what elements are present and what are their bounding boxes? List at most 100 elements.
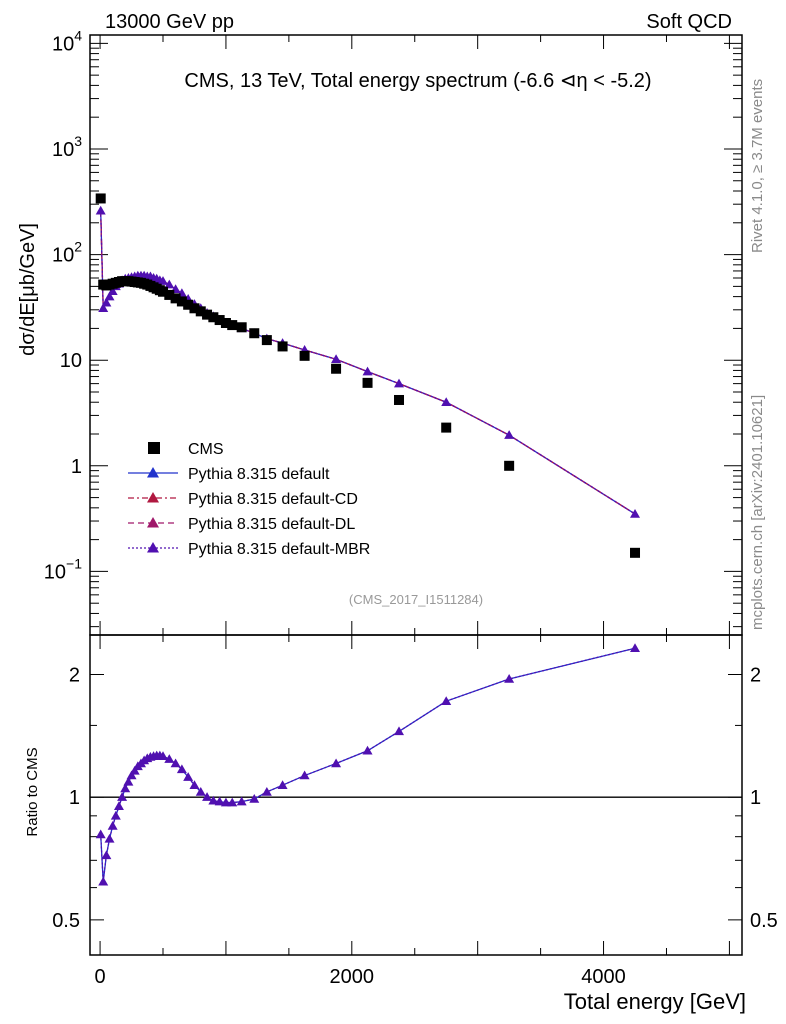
mc-line-3 bbox=[100, 210, 636, 515]
mc-marker bbox=[95, 205, 106, 215]
ratio-marker bbox=[129, 765, 140, 775]
mc-marker bbox=[101, 297, 112, 307]
ratio-marker bbox=[261, 786, 272, 796]
ratio-marker bbox=[183, 772, 194, 781]
cms-data-point bbox=[277, 341, 288, 352]
ratio-marker bbox=[176, 764, 187, 774]
legend-marker bbox=[147, 517, 159, 528]
mc-marker bbox=[104, 291, 115, 301]
cms-data-point bbox=[441, 422, 452, 433]
mc-line-1 bbox=[100, 210, 636, 515]
cms-data-point bbox=[95, 193, 106, 204]
mcplots-label: mcplots.cern.ch [arXiv:2401.10621] bbox=[749, 395, 766, 630]
cms-data-point bbox=[504, 460, 515, 471]
ratio-marker bbox=[362, 745, 373, 755]
ratio-panel-frame bbox=[89, 634, 743, 956]
ratio-marker bbox=[113, 801, 124, 811]
cms-data-point bbox=[394, 394, 405, 405]
ratio-marker bbox=[123, 776, 134, 786]
cms-data-point bbox=[261, 335, 272, 346]
cms-data-point bbox=[158, 286, 169, 297]
cms-data-point bbox=[362, 377, 373, 388]
ratio-marker bbox=[214, 796, 225, 806]
mc-marker bbox=[158, 276, 169, 285]
main-plot-area bbox=[95, 193, 641, 558]
ratio-marker bbox=[277, 780, 288, 789]
mc-line-0 bbox=[100, 210, 636, 515]
legend-label: Pythia 8.315 default-MBR bbox=[188, 541, 370, 558]
ratio-marker bbox=[98, 876, 109, 886]
mc-marker bbox=[504, 430, 515, 439]
legend-label: Pythia 8.315 default bbox=[188, 466, 330, 483]
ratio-marker bbox=[164, 754, 175, 763]
mc-marker bbox=[630, 508, 641, 518]
analysis-tag: (CMS_2017_I1511284) bbox=[349, 592, 483, 607]
ratio-y-axis-label: Ratio to CMS bbox=[24, 747, 41, 836]
mc-marker bbox=[394, 378, 405, 388]
mc-marker bbox=[98, 303, 109, 313]
ratio-y-tick-label-right: 1 bbox=[750, 787, 761, 809]
y-tick-label: 104 bbox=[52, 27, 82, 55]
ratio-marker bbox=[158, 751, 169, 761]
mc-marker bbox=[331, 354, 342, 364]
energy-label: 13000 GeV pp bbox=[105, 11, 234, 33]
cms-data-point bbox=[249, 328, 260, 339]
cms-data-point bbox=[214, 315, 225, 326]
process-label: Soft QCD bbox=[646, 11, 732, 33]
ratio-marker bbox=[227, 797, 238, 807]
ratio-marker bbox=[630, 643, 641, 652]
ratio-marker bbox=[208, 795, 219, 805]
ratio-marker bbox=[104, 833, 115, 843]
legend-marker bbox=[147, 542, 159, 553]
mc-marker bbox=[362, 366, 373, 376]
ratio-marker bbox=[195, 786, 206, 796]
legend-marker bbox=[147, 467, 159, 478]
ratio-marker bbox=[299, 770, 310, 780]
cms-data-point bbox=[183, 299, 194, 310]
ratio-marker bbox=[117, 792, 128, 801]
plot-title: CMS, 13 TeV, Total energy spectrum (-6.6… bbox=[184, 70, 651, 92]
ratio-marker bbox=[220, 797, 231, 807]
axis-ticks: 0 2000 4000 10−1 1 10 102 103 104 0.5 0.5 1 1 2 2 bbox=[44, 27, 778, 988]
ratio-marker bbox=[249, 793, 260, 803]
ratio-y-tick-label-right: 0.5 bbox=[750, 910, 778, 932]
ratio-marker bbox=[331, 758, 342, 768]
legend: CMS Pythia 8.315 default Pythia 8.315 defa… bbox=[128, 441, 370, 558]
cms-data-point bbox=[176, 296, 187, 307]
legend-marker bbox=[147, 492, 159, 503]
legend-label: Pythia 8.315 default-DL bbox=[188, 516, 355, 533]
ratio-marker bbox=[95, 829, 106, 839]
ratio-marker bbox=[504, 673, 515, 683]
mc-marker bbox=[107, 286, 118, 295]
cms-data-point bbox=[170, 293, 181, 304]
cms-data-point bbox=[299, 350, 310, 361]
x-tick-label: 2000 bbox=[330, 966, 375, 988]
ratio-marker bbox=[202, 792, 213, 801]
rivet-label: Rivet 4.1.0, ≥ 3.7M events bbox=[749, 79, 766, 253]
cms-data-point bbox=[189, 303, 200, 314]
ratio-y-tick-label: 1 bbox=[69, 787, 80, 809]
ratio-line bbox=[100, 647, 636, 882]
ratio-marker bbox=[441, 696, 452, 705]
cms-data-point bbox=[236, 322, 247, 333]
y-tick-label: 1 bbox=[71, 456, 82, 478]
ratio-y-tick-label-right: 2 bbox=[750, 664, 761, 686]
main-y-axis-label: dσ/dE[μb/GeV] bbox=[17, 223, 39, 356]
x-tick-label: 4000 bbox=[581, 966, 626, 988]
ratio-y-tick-label: 2 bbox=[69, 664, 80, 686]
x-tick-label: 0 bbox=[95, 966, 106, 988]
ratio-marker bbox=[170, 758, 181, 768]
x-axis-label: Total energy [GeV] bbox=[564, 989, 746, 1014]
cms-data-point bbox=[630, 547, 641, 558]
cms-data-point bbox=[220, 318, 231, 329]
ratio-marker bbox=[126, 770, 137, 780]
ratio-marker bbox=[101, 850, 112, 860]
cms-data-point bbox=[164, 289, 175, 300]
cms-data-point bbox=[227, 320, 238, 331]
ratio-y-tick-label: 0.5 bbox=[52, 910, 80, 932]
ratio-marker bbox=[189, 780, 200, 789]
legend-symbol-cms bbox=[148, 442, 160, 454]
ratio-marker bbox=[110, 810, 121, 820]
y-tick-label: 10 bbox=[60, 350, 82, 372]
